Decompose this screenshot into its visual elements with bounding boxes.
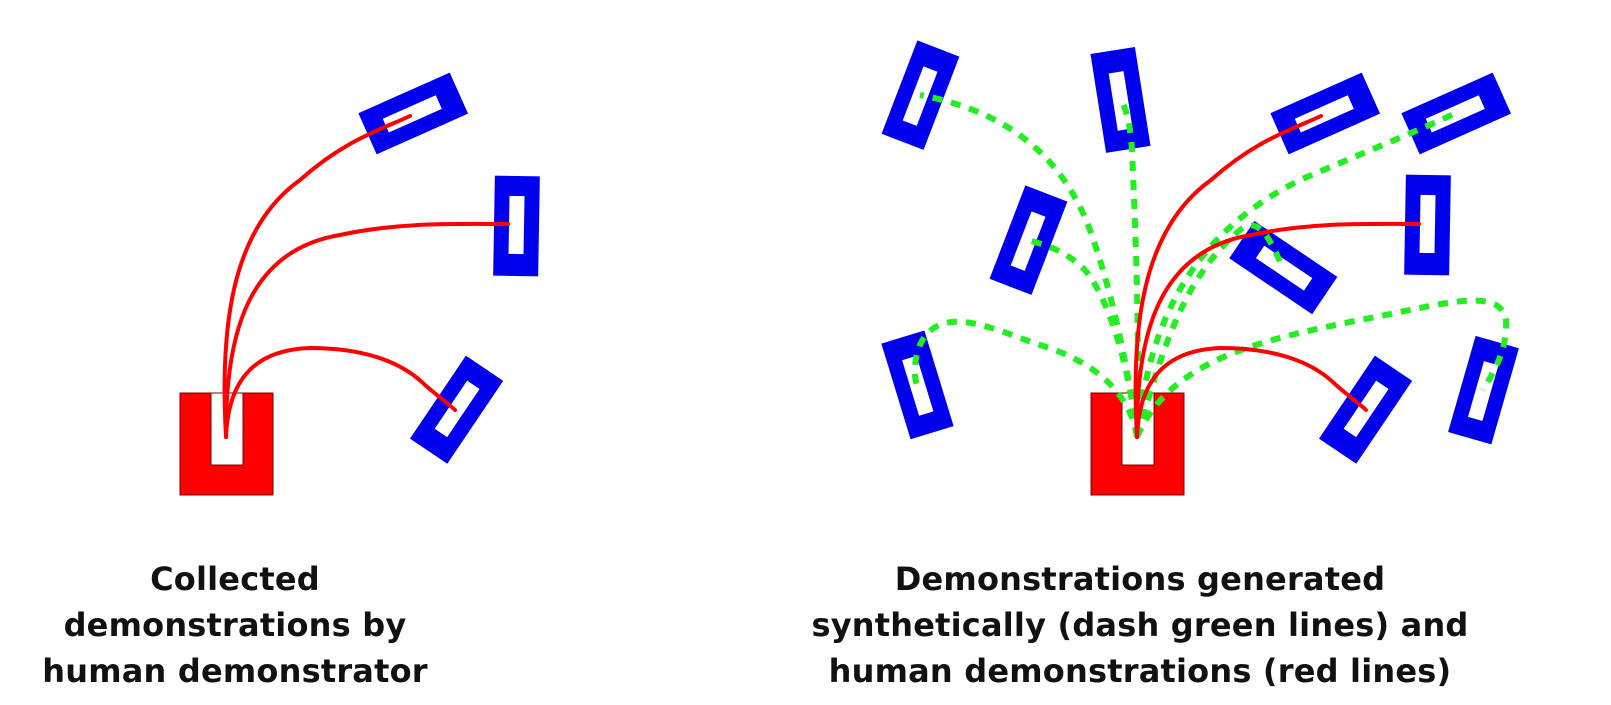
goal-fixture [358, 72, 469, 155]
goal-fixture [1270, 72, 1381, 155]
human-demonstration-path [1134, 221, 1421, 439]
start-fixture [179, 392, 274, 496]
synthetic-demonstration-path [1134, 297, 1510, 439]
goal-fixture [409, 355, 504, 464]
goal-fixture [493, 175, 540, 277]
goal-fixture [881, 330, 954, 440]
right-caption: Demonstrations generated synthetically (… [790, 556, 1490, 694]
caption-line: synthetically (dash green lines) and [811, 606, 1469, 644]
right-panel [881, 40, 1519, 496]
left-caption: Collected demonstrations by human demons… [0, 556, 470, 694]
synthetic-demonstration-path [911, 318, 1140, 438]
goal-fixture [1404, 174, 1451, 276]
human-demonstration-path [224, 345, 457, 439]
human-demonstration-path [222, 114, 412, 439]
goal-fixture [881, 40, 960, 150]
caption-line: Collected [150, 560, 320, 598]
caption-line: human demonstrator [42, 652, 428, 690]
synthetic-demonstration-path [1134, 110, 1458, 438]
human-demonstration-path [1135, 345, 1368, 439]
goal-fixture [1318, 355, 1413, 464]
goal-fixture [1090, 47, 1151, 153]
caption-line: demonstrations by [63, 606, 407, 644]
goal-fixture [1229, 220, 1338, 315]
left-panel [179, 72, 540, 496]
goal-fixture [1401, 72, 1512, 155]
goal-fixture [989, 185, 1068, 295]
caption-line: human demonstrations (red lines) [828, 652, 1452, 690]
human-demonstration-path [1133, 114, 1323, 439]
caption-line: Demonstrations generated [894, 560, 1386, 598]
human-demonstration-path [223, 221, 510, 439]
goal-fixture [1448, 335, 1519, 445]
